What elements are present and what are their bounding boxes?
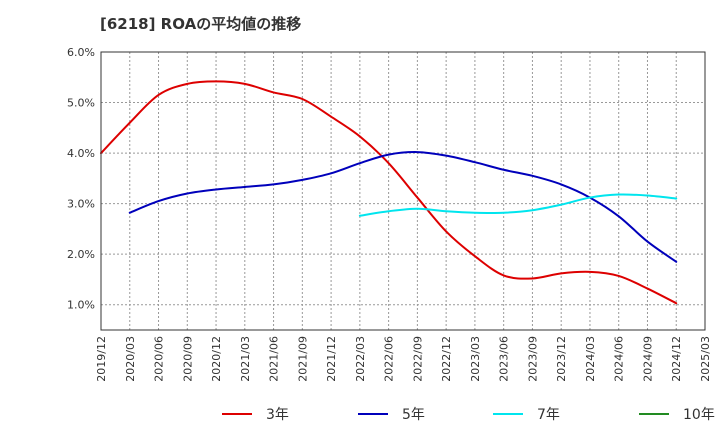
legend-label-3: 7年 xyxy=(537,407,560,423)
grid-layer xyxy=(101,51,705,330)
plot-frame xyxy=(100,51,706,331)
x-tick-label: 2022/12 xyxy=(440,336,453,382)
y-axis-ticks: 1.0% 2.0% 3.0% 4.0% 5.0% 6.0% xyxy=(67,46,95,312)
legend-label-1: 3年 xyxy=(266,407,289,423)
y-tick-label: 1.0% xyxy=(67,299,95,312)
y-tick-label: 3.0% xyxy=(67,198,95,211)
x-tick-label: 2021/03 xyxy=(239,336,252,382)
x-tick-label: 2023/03 xyxy=(469,336,482,382)
legend-label-2: 5年 xyxy=(402,407,425,423)
x-tick-label: 2024/12 xyxy=(670,336,683,382)
x-axis-ticks: 2019/12 2020/03 2020/06 2020/09 2020/12 2021/… xyxy=(95,336,712,382)
x-tick-label: 2022/03 xyxy=(354,336,367,382)
series-line-2 xyxy=(128,151,678,263)
x-tick-label: 2023/09 xyxy=(526,336,539,382)
x-tick-label: 2019/12 xyxy=(95,336,108,382)
legend: 3年 5年 7年 10年 xyxy=(222,407,715,423)
x-tick-label: 2022/09 xyxy=(411,336,424,382)
y-tick-label: 5.0% xyxy=(67,97,95,110)
x-tick-label: 2022/06 xyxy=(383,336,396,382)
x-tick-label: 2021/06 xyxy=(268,336,281,382)
chart-title: [6218] ROAの平均値の推移 xyxy=(100,15,301,33)
x-tick-label: 2023/12 xyxy=(555,336,568,382)
y-tick-label: 2.0% xyxy=(67,248,95,261)
x-tick-label: 2020/06 xyxy=(153,336,166,382)
y-tick-label: 6.0% xyxy=(67,46,95,59)
legend-label-4: 10年 xyxy=(683,407,715,423)
x-tick-label: 2021/09 xyxy=(296,336,309,382)
x-tick-label: 2025/03 xyxy=(699,336,712,382)
x-tick-label: 2020/09 xyxy=(181,336,194,382)
x-tick-label: 2024/09 xyxy=(641,336,654,382)
x-tick-label: 2024/03 xyxy=(584,336,597,382)
x-tick-label: 2020/12 xyxy=(210,336,223,382)
series-line-3 xyxy=(358,193,678,217)
x-tick-label: 2024/06 xyxy=(613,336,626,382)
series-layer xyxy=(100,80,678,305)
x-tick-label: 2023/06 xyxy=(498,336,511,382)
x-tick-label: 2021/12 xyxy=(325,336,338,382)
series-line-1 xyxy=(100,80,678,305)
x-tick-label: 2020/03 xyxy=(124,336,137,382)
y-tick-label: 4.0% xyxy=(67,147,95,160)
